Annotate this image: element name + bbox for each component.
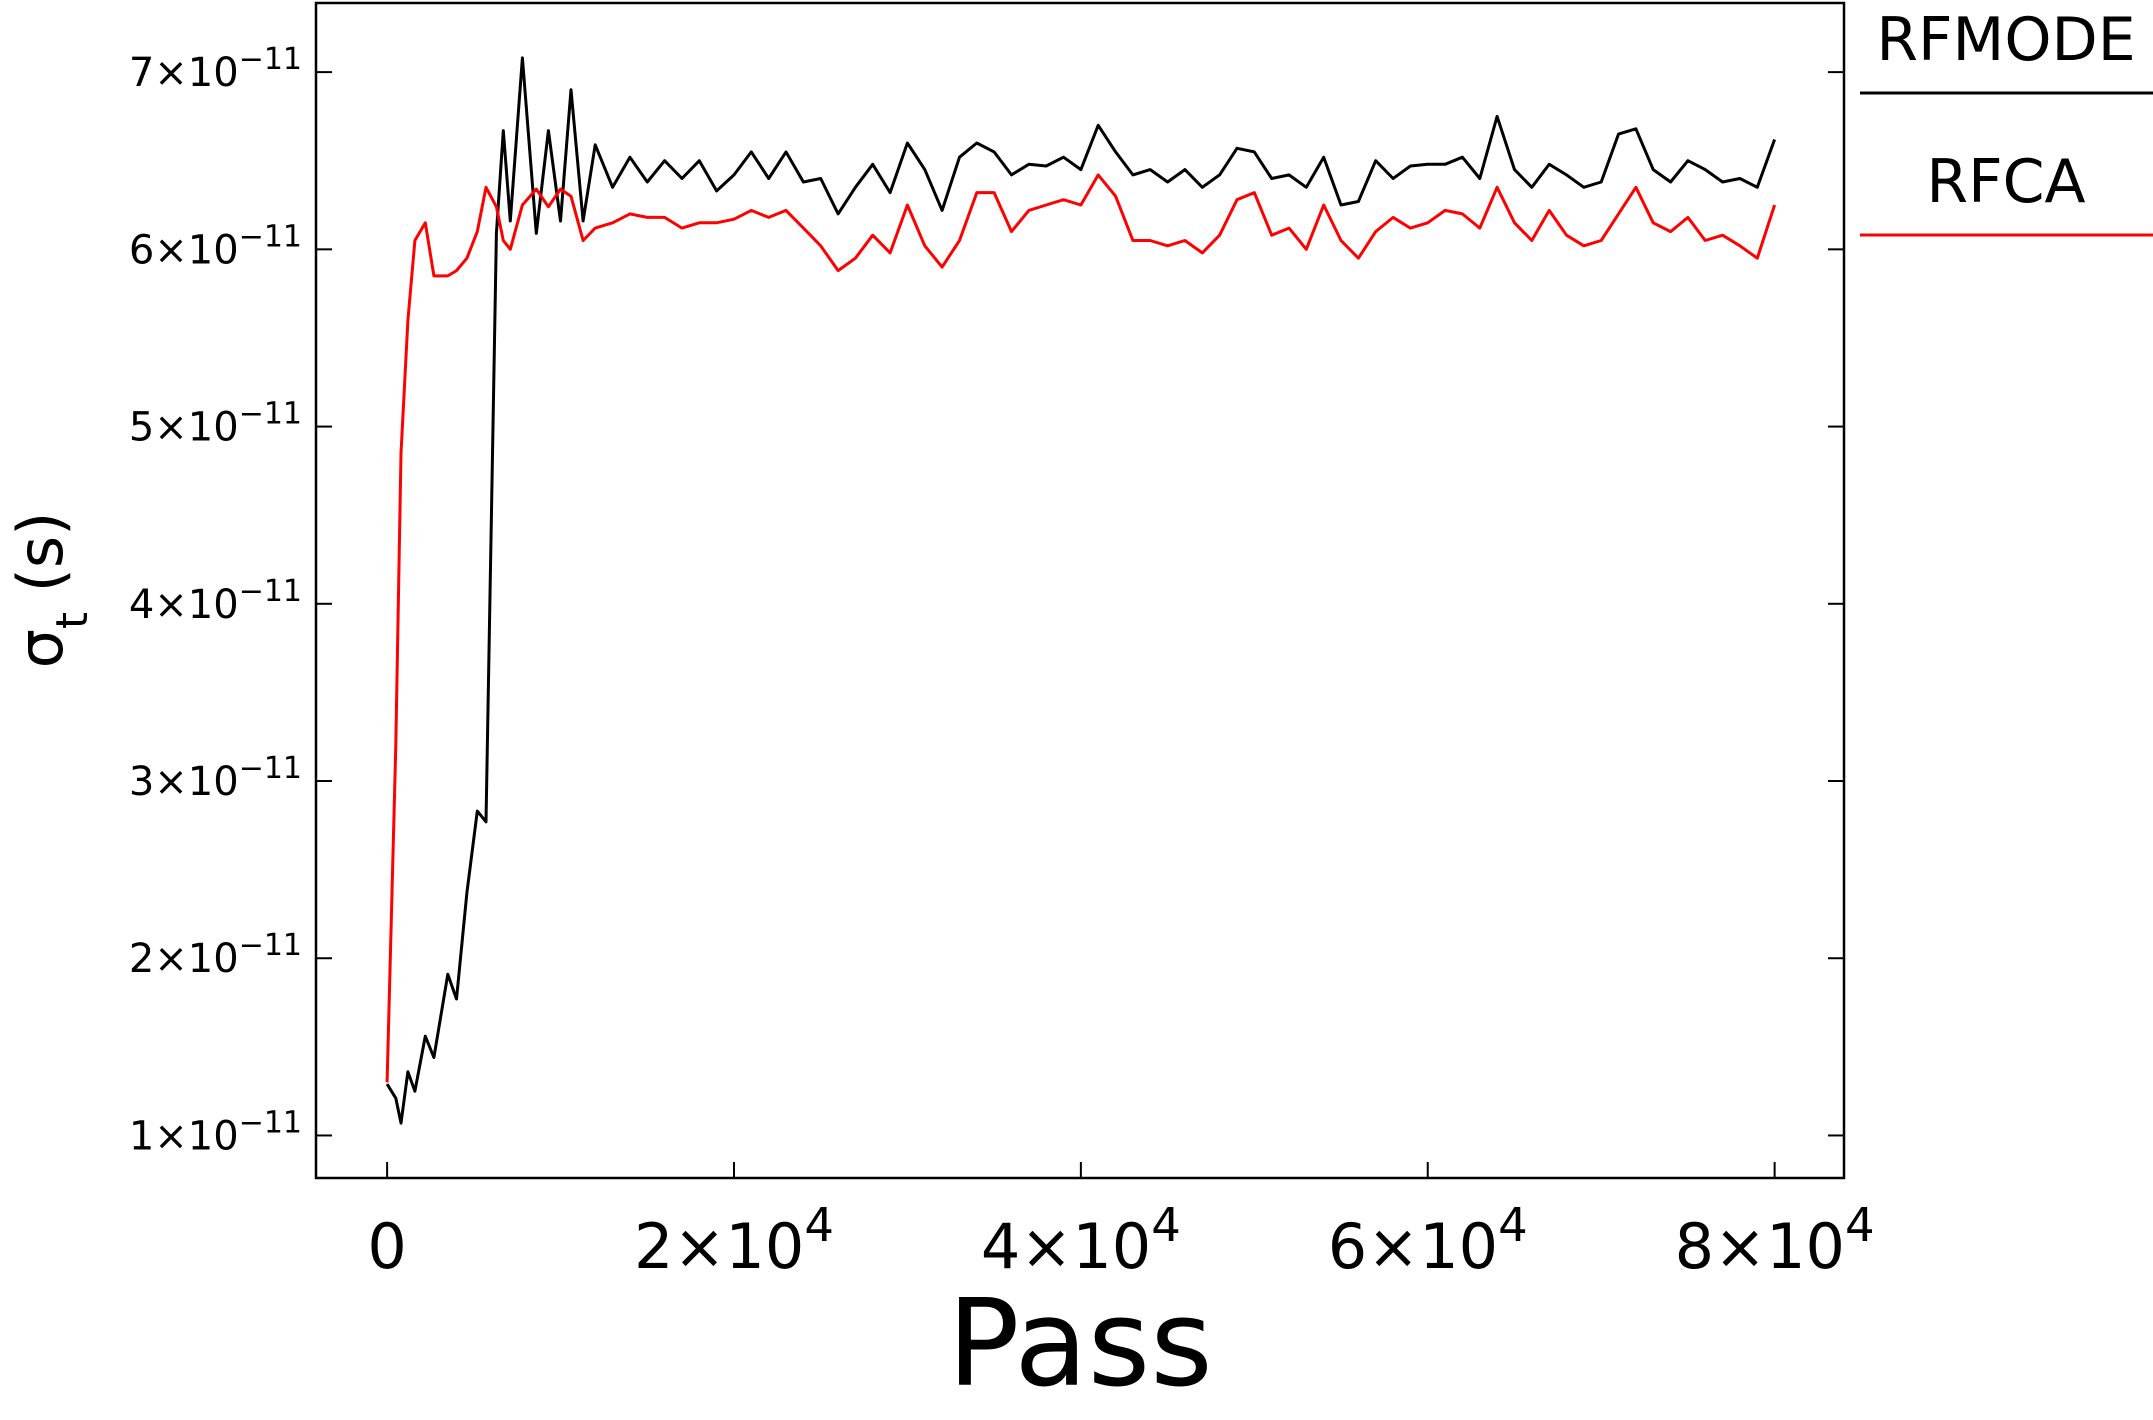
legend-label: RFMODE bbox=[1876, 5, 2135, 75]
x-tick-label: 8×104 bbox=[1675, 1198, 1875, 1283]
x-tick-label: 4×104 bbox=[981, 1198, 1181, 1283]
plot-frame bbox=[314, 1, 1846, 1180]
y-tick-label: 2×10−11 bbox=[129, 928, 302, 983]
x-tick-label: 6×104 bbox=[1328, 1198, 1528, 1283]
series-line bbox=[385, 56, 1777, 1125]
y-tick-label: 7×10−11 bbox=[129, 42, 302, 97]
y-axis-label: σt (s) bbox=[4, 512, 98, 669]
series-line bbox=[385, 173, 1777, 1083]
y-tick-label: 1×10−11 bbox=[129, 1105, 302, 1160]
legend-label: RFCA bbox=[1926, 147, 2085, 217]
y-tick-label: 5×10−11 bbox=[129, 396, 302, 451]
y-tick-label: 6×10−11 bbox=[129, 219, 302, 274]
x-axis-label: Pass bbox=[947, 1275, 1213, 1414]
y-tick-label: 3×10−11 bbox=[129, 751, 302, 806]
x-tick-label: 0 bbox=[367, 1210, 406, 1283]
x-tick-label: 2×104 bbox=[634, 1198, 834, 1283]
y-tick-label: 4×10−11 bbox=[129, 573, 302, 628]
